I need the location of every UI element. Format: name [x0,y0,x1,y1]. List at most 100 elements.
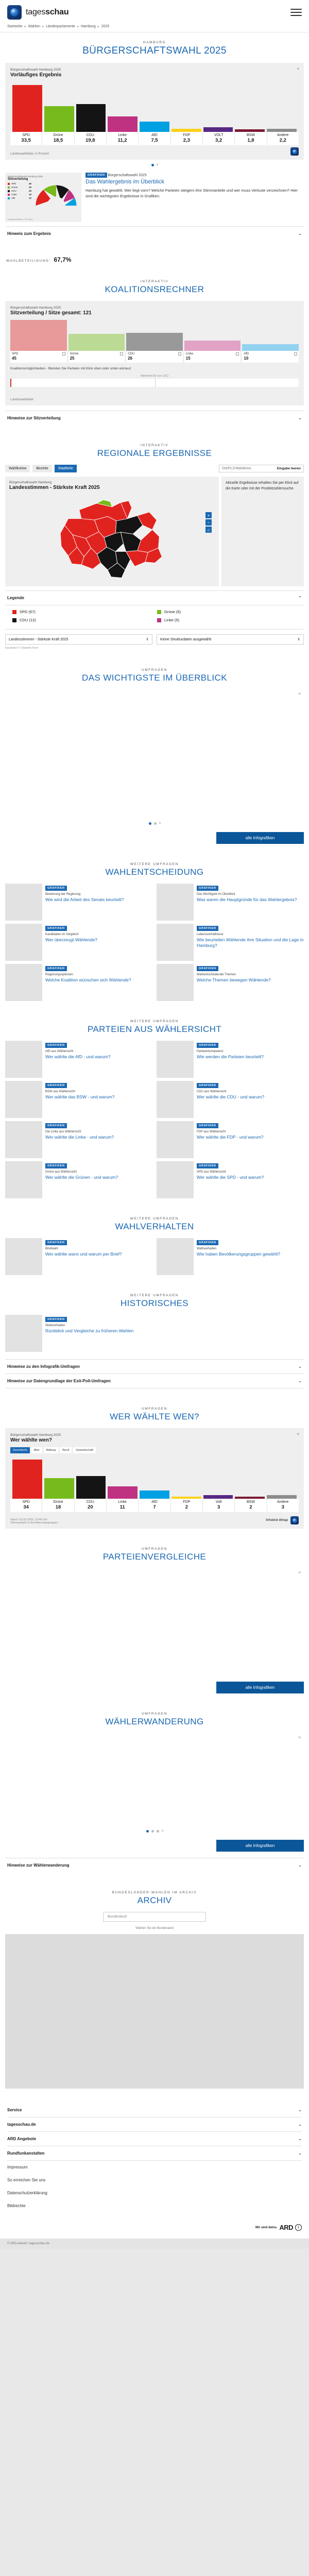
breadcrumb-item-startseite[interactable]: Startseite [7,25,23,28]
share-icon[interactable]: < [298,1735,301,1740]
teaser-thumbnail[interactable] [5,1315,42,1352]
teaser-card[interactable]: GRAFIKEN Bewertung der Regierung Wie wird … [5,884,152,921]
regional-search[interactable]: Eingabe leeren [219,465,304,472]
coalition-bar-column-spd[interactable] [10,320,67,351]
teaser-thumbnail[interactable] [5,924,42,961]
teaser-thumbnail[interactable] [157,884,194,921]
teaser-card[interactable]: GRAFIKEN Regierungsoptionen Welche Koaliti… [5,964,152,1001]
teaser-card[interactable]: GRAFIKEN Die Linke aus Wählersicht Wer wäh… [5,1121,152,1158]
footer-link-impressum[interactable]: Impressum [7,2165,28,2170]
teaser-headline[interactable]: Wer wählte die CDU - und warum? [197,1094,265,1099]
tab-stadtteile[interactable]: Stadtteile [54,465,77,472]
werwen-tab-beruf[interactable]: Beruf [60,1447,72,1453]
tagesschau-logo[interactable]: tagesschau [7,5,69,20]
coalition-party-toggle-grüne[interactable]: Grüne 25 [68,351,125,363]
coalition-bar-column-grüne[interactable] [68,320,125,351]
werwen-tabs[interactable]: Geschlecht Alter Bildung Beruf Gewerkschaft [10,1447,299,1453]
share-icon[interactable]: < [298,1570,301,1575]
carousel-dot-4[interactable] [161,1830,163,1832]
wanderung-carousel-dots[interactable] [5,1826,304,1835]
breadcrumb-item-laenderparlamente[interactable]: Länderparlamente [46,25,75,28]
coalition-bar-labels[interactable]: SPD 45 Grüne 25 CDU 26 Linke 15 AfD 10 [10,351,299,363]
carousel-dots[interactable] [5,160,304,168]
teaser-headline[interactable]: Welche Themen bewegen Wählende? [197,977,271,982]
teaser-thumbnail[interactable] [5,964,42,1001]
teaser-thumbnail[interactable] [5,1161,42,1198]
teaser-card[interactable]: GRAFIKEN FDP aus Wählersicht Wer wählte di… [157,1121,304,1158]
all-infographics-button[interactable]: alle Infografiken [216,1840,304,1852]
teaser-card[interactable]: GRAFIKEN Lebensverhältnisse Wie beurteilen… [157,924,304,961]
select-result-type[interactable]: Landesstimmen - Stärkste Kraft 2025 ⇕ [5,634,152,645]
carousel-dot-2[interactable] [151,1830,154,1833]
wanderung-carousel[interactable]: < [5,1733,304,1826]
accordion-hinweise-datengrundlage[interactable]: Hinweise zur Datengrundlage der Exit-Pol… [5,1374,304,1388]
coalition-bar-linke[interactable] [184,341,241,351]
teaser-thumbnail[interactable] [157,1081,194,1118]
teaser-card[interactable]: GRAFIKEN AfD aus Wählersicht Wer wählte di… [5,1041,152,1078]
share-icon[interactable]: < [297,1432,299,1436]
carousel-dot-2[interactable] [153,822,157,825]
coalition-party-toggle-linke[interactable]: Linke 15 [184,351,241,363]
coalition-party-toggle-afd[interactable]: AfD 10 [242,351,299,363]
accordion-legende[interactable]: Legende ⌃ [5,590,304,605]
teaser-thumbnail[interactable] [157,1238,194,1275]
carousel-dot-1[interactable] [151,164,154,166]
select-structure-data[interactable]: Keine Strukturdaten ausgewählt ⇕ [157,634,304,645]
teaser-card[interactable]: GRAFIKEN CDU aus Wählersicht Wer wählte di… [157,1081,304,1118]
teaser-card[interactable]: GRAFIKEN Grüne aus Wählersicht Wer wählte … [5,1161,152,1198]
werwen-tab-gewerkschaft[interactable]: Gewerkschaft [73,1447,96,1453]
footer-accordion-tagesschau-de[interactable]: tagesschau.de ⌄ [7,2117,302,2132]
coalition-bar-column-linke[interactable] [184,320,241,351]
teaser-headline[interactable]: Welche Koalition wünschen sich Wählende? [45,977,131,982]
map-zoom-controls[interactable]: + − ⌂ [205,512,212,533]
coalition-party-toggle-cdu[interactable]: CDU 26 [126,351,183,363]
seat-distribution-thumbnail[interactable]: Bürgerschaftswahl Hamburg 2025 Sitzverte… [5,173,81,222]
werwen-tab-alter[interactable]: Alter [31,1447,42,1453]
teaser-headline[interactable]: Wer wählte die Grünen - und warum? [45,1175,118,1180]
accordion-hinweis-ergebnis[interactable]: Hinweis zum Ergebnis ⌄ [5,226,304,241]
teaser-headline[interactable]: Wer wählte die Linke - und warum? [45,1134,114,1140]
all-infographics-button[interactable]: alle Infografiken [216,832,304,844]
share-icon[interactable]: < [297,66,299,71]
breadcrumb-item-2025[interactable]: 2025 [101,25,110,28]
breadcrumb-item-hamburg[interactable]: Hamburg [80,25,96,28]
coalition-bar-column-afd[interactable] [242,320,299,351]
hamburg-map[interactable]: + − ⌂ [9,495,215,582]
footer-link-so-erreichen-sie-uns[interactable]: So erreichen Sie uns [7,2178,46,2182]
carousel-dot-3[interactable] [159,822,161,824]
teaser-thumbnail[interactable] [157,1121,194,1158]
coalition-bar-spd[interactable] [10,320,67,351]
teaser-headline[interactable]: Wer wählte die FDP - und warum? [197,1134,264,1140]
seat-teaser-headline[interactable]: Das Wahlergebnis im Überblick [85,179,165,185]
breadcrumb-item-wahlen[interactable]: Wahlen [28,25,41,28]
teaser-headline[interactable]: Wer wählte die SPD - und warum? [197,1175,264,1180]
teaser-card[interactable]: GRAFIKEN Kandidaten im Vergleich Wer überz… [5,924,152,961]
teaser-card[interactable]: GRAFIKEN Wahlverhalten Rückblick und Vergl… [5,1315,152,1352]
teaser-thumbnail[interactable] [5,1121,42,1158]
footer-accordion-ard-angebote[interactable]: ARD Angebote ⌄ [7,2132,302,2146]
carousel-dot-1[interactable] [146,1830,149,1833]
bundesland-input[interactable]: Bundesland [103,1912,206,1922]
teaser-headline[interactable]: Wer überzeugt Wählende? [45,937,97,942]
zoom-in-button[interactable]: + [205,512,212,518]
teaser-thumbnail[interactable] [157,1041,194,1078]
zoom-out-button[interactable]: − [205,519,212,526]
teaser-thumbnail[interactable] [5,884,42,921]
clear-input-button[interactable]: Eingabe leeren [277,467,301,470]
teaser-card[interactable]: GRAFIKEN Briefwahl Wer wählte wann und war… [5,1238,152,1275]
teaser-headline[interactable]: Wer wählte die AfD - und warum? [45,1054,111,1059]
coalition-bar-afd[interactable] [242,344,299,351]
carousel-dot-2[interactable] [156,164,158,165]
overview-carousel-dots[interactable] [5,818,304,827]
footer-link-datenschutzerkl-rung[interactable]: Datenschutzerklärung [7,2191,47,2195]
teaser-thumbnail[interactable] [5,1081,42,1118]
teaser-thumbnail[interactable] [157,1161,194,1198]
teaser-thumbnail[interactable] [157,924,194,961]
parteienvergleiche-carousel[interactable]: < [5,1568,304,1676]
teaser-headline[interactable]: Rückblick und Vergleiche zu früheren Wah… [45,1328,134,1333]
search-input[interactable] [222,467,271,470]
share-icon[interactable]: < [298,691,301,696]
teaser-headline[interactable]: Wie beurteilen Wählende ihre Situation u… [197,937,304,948]
tab-wahlkreise[interactable]: Wahlkreise [5,465,30,472]
werwen-tab-bildung[interactable]: Bildung [43,1447,59,1453]
